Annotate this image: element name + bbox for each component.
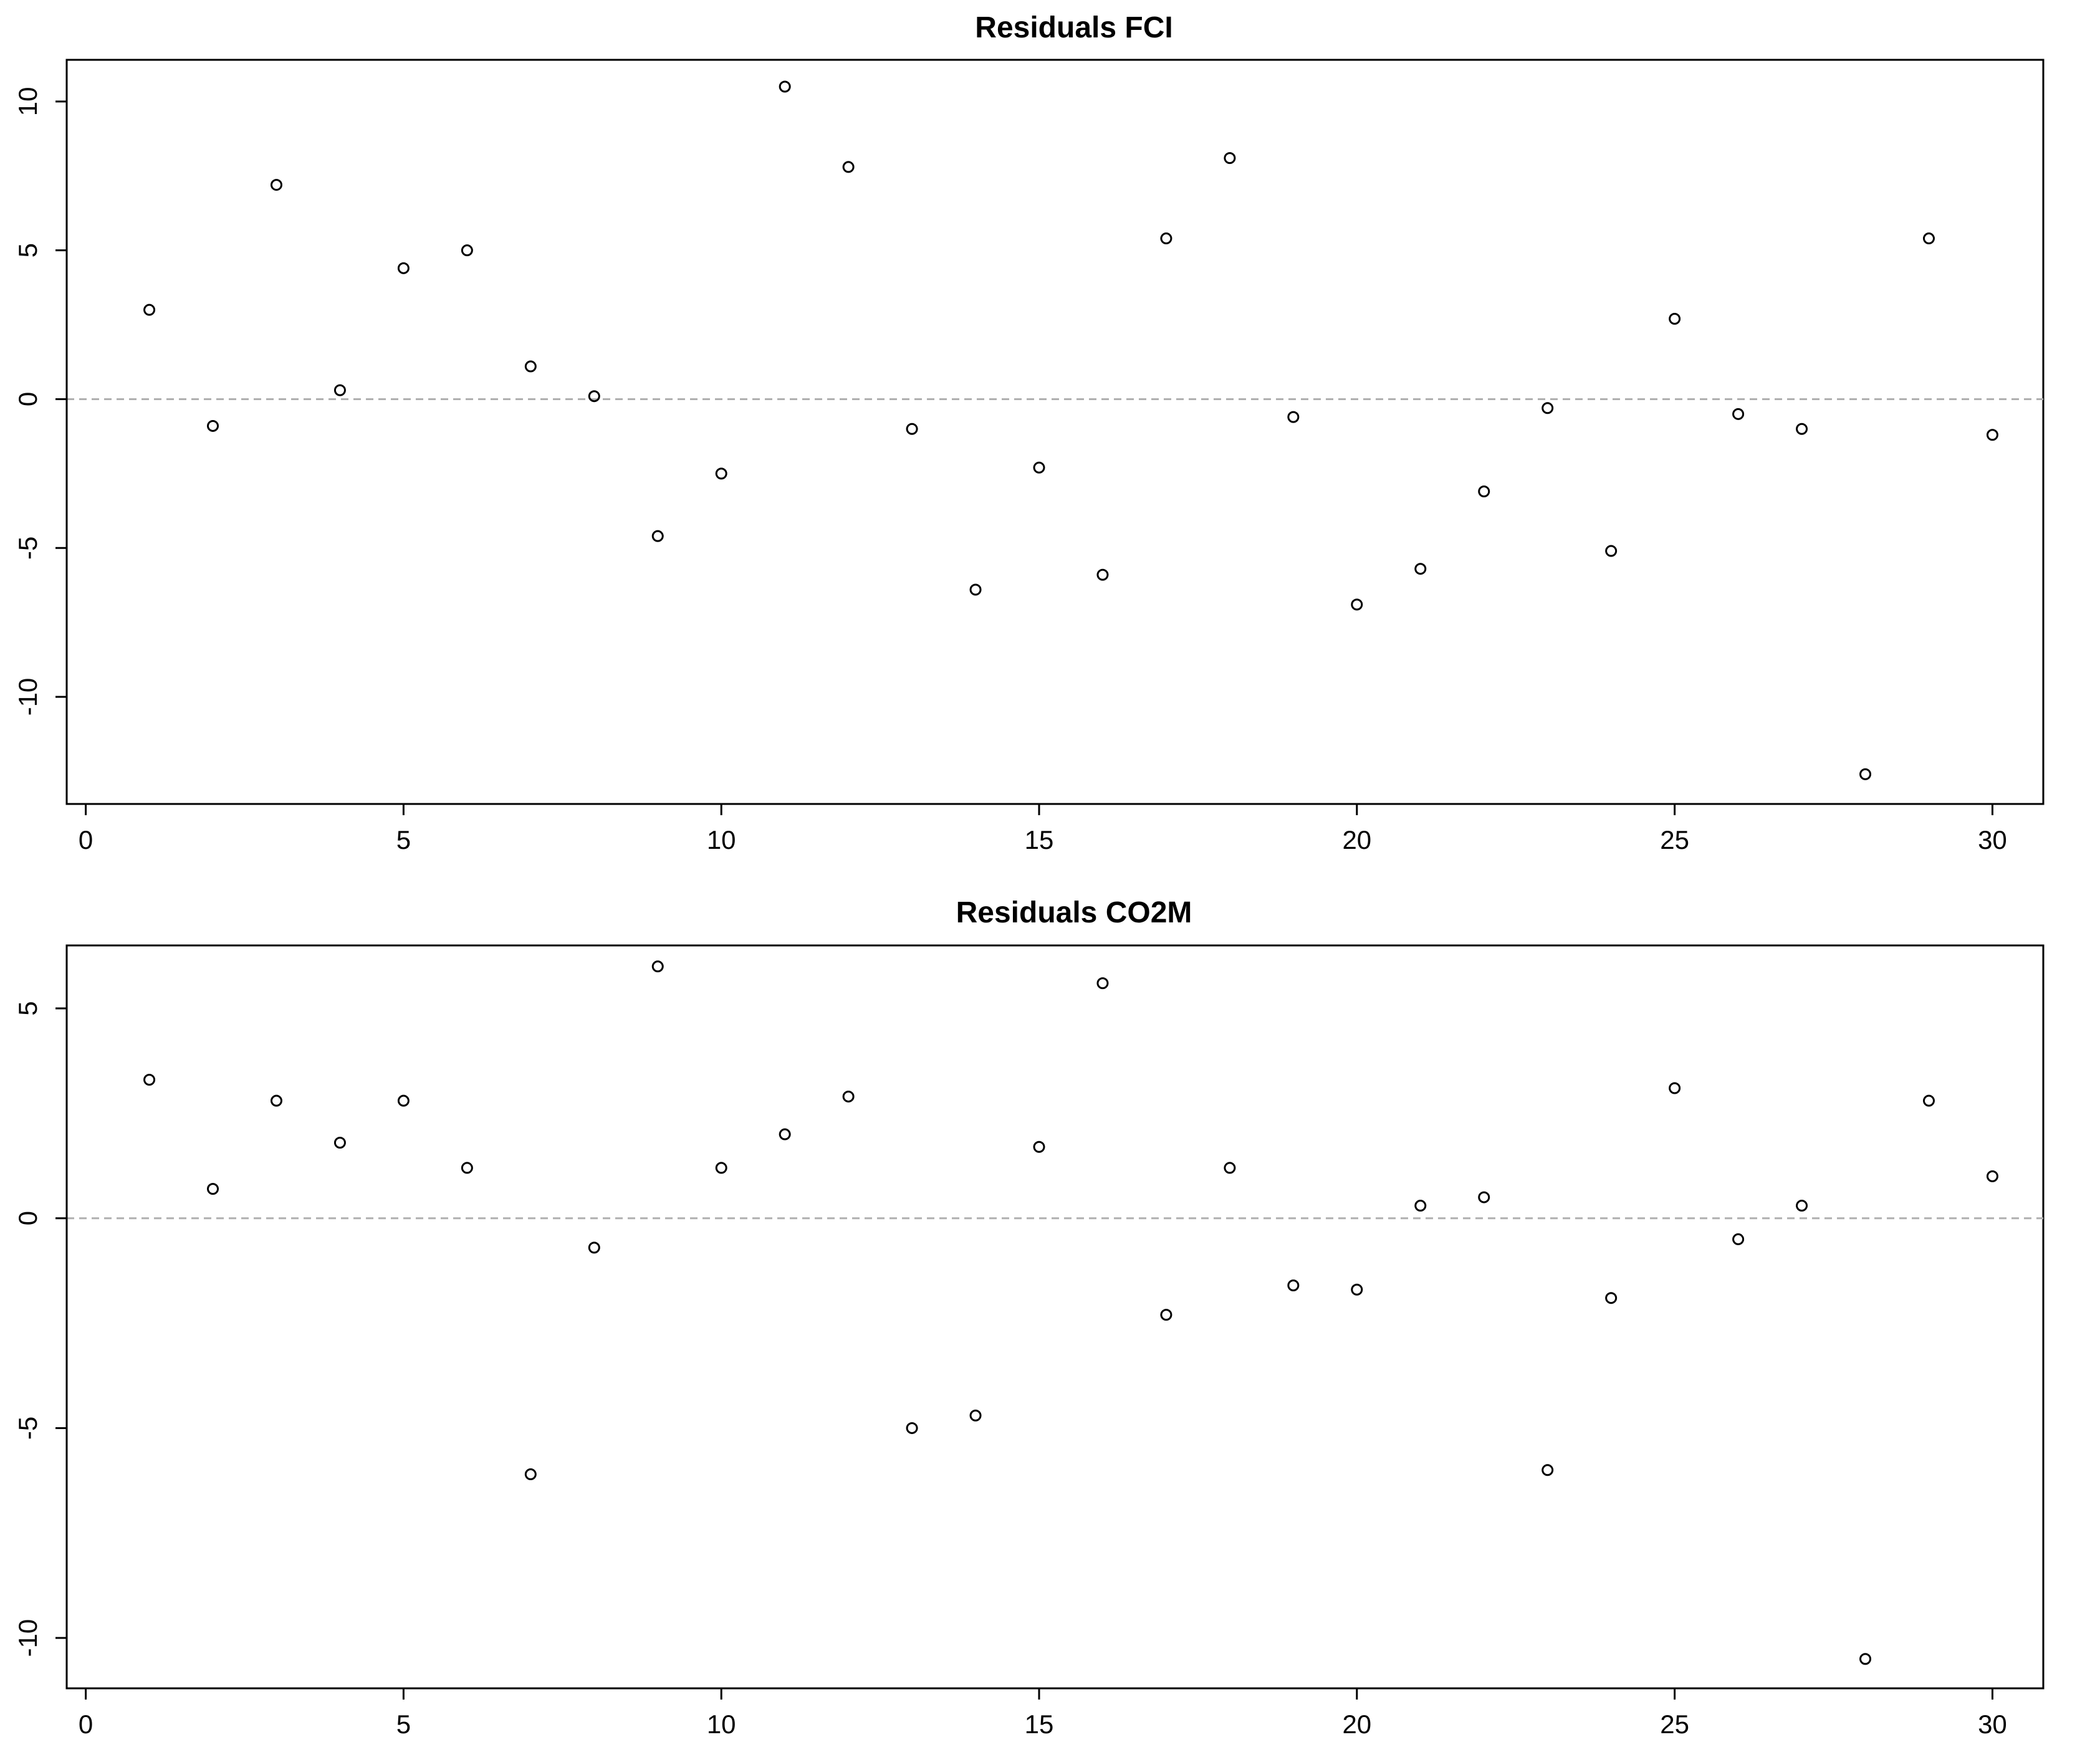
x-axis-ticks: 0 5 10 15 20 25 30 (79, 804, 2007, 854)
data-point (397, 1094, 410, 1107)
y-tick-label: 5 (13, 1001, 42, 1015)
data-point (1922, 1094, 1935, 1107)
x-tick-label: 30 (1978, 825, 2007, 854)
x-tick-label: 5 (396, 825, 411, 854)
y-axis-ticks: 5 0 -5 -10 (13, 1001, 67, 1657)
data-point (1033, 1141, 1045, 1153)
x-tick-label: 15 (1025, 825, 1054, 854)
data-point (524, 1468, 537, 1481)
y-tick-label: -10 (13, 678, 42, 716)
plot-area (65, 59, 2045, 805)
x-tick-label: 30 (1978, 1710, 2007, 1739)
x-tick-label: 5 (396, 1710, 411, 1739)
x-tick-label: 15 (1025, 1710, 1054, 1739)
x-tick-label: 20 (1342, 1710, 1371, 1739)
data-point (651, 530, 664, 542)
data-point (1287, 411, 1300, 423)
x-tick-label: 25 (1660, 1710, 1689, 1739)
data-point (207, 1183, 219, 1195)
data-point (524, 360, 537, 373)
x-tick-label: 0 (79, 825, 93, 854)
data-point (1796, 423, 1808, 435)
data-point (906, 423, 918, 435)
data-point (143, 304, 156, 316)
data-point (333, 384, 346, 396)
data-point (651, 960, 664, 973)
data-point (1859, 1653, 1872, 1665)
x-tick-label: 25 (1660, 825, 1689, 854)
data-point (1160, 1309, 1172, 1321)
data-point (1859, 768, 1872, 780)
data-point (779, 80, 791, 93)
data-point (842, 1090, 855, 1102)
data-point (1414, 1200, 1427, 1212)
data-point (906, 1422, 918, 1434)
data-point (1732, 1233, 1745, 1245)
data-point (842, 161, 855, 173)
data-point (1669, 1082, 1681, 1094)
data-point (1732, 408, 1745, 420)
data-point (588, 1241, 600, 1254)
x-tick-label: 0 (79, 1710, 93, 1739)
chart-title: Residuals CO2M (956, 896, 1192, 929)
data-point (779, 1128, 791, 1141)
plot-area (65, 944, 2045, 1690)
y-tick-label: -10 (13, 1619, 42, 1657)
data-point (461, 1162, 473, 1174)
data-point (207, 419, 219, 432)
data-point (1478, 485, 1490, 498)
y-tick-label: 10 (13, 87, 42, 117)
data-point (1922, 232, 1935, 245)
data-point (1033, 461, 1045, 474)
data-point (1414, 563, 1427, 575)
data-point (1541, 402, 1554, 414)
y-tick-label: -5 (13, 1417, 42, 1440)
x-tick-label: 20 (1342, 825, 1371, 854)
data-point (1224, 152, 1236, 165)
panel-residuals-fci: Residuals FCI 0 5 10 15 20 25 30 10 5 0 -5 -10 (13, 11, 2045, 854)
data-point (270, 1094, 282, 1107)
data-point (143, 1074, 156, 1086)
data-point (1096, 977, 1109, 990)
y-axis-ticks: 10 5 0 -5 -10 (13, 87, 67, 716)
data-point (270, 179, 282, 191)
panel-residuals-co2m: Residuals CO2M 0 5 10 15 20 25 30 5 0 -5 -10 (13, 896, 2045, 1739)
data-point (333, 1137, 346, 1149)
y-tick-label: 0 (13, 392, 42, 406)
data-point (397, 262, 410, 274)
data-point (588, 390, 600, 403)
data-point (1160, 232, 1172, 245)
data-point (1096, 568, 1109, 581)
chart-title: Residuals FCI (975, 11, 1172, 44)
data-point (1224, 1162, 1236, 1174)
data-point (715, 1162, 727, 1174)
data-point (1478, 1191, 1490, 1203)
data-point (969, 583, 982, 596)
data-point (1796, 1200, 1808, 1212)
data-point (1986, 1170, 1998, 1182)
y-tick-label: -5 (13, 537, 42, 560)
x-tick-label: 10 (707, 1710, 736, 1739)
x-tick-label: 10 (707, 825, 736, 854)
data-point (461, 244, 473, 257)
data-point (1605, 1292, 1618, 1304)
data-point (1351, 1283, 1363, 1296)
data-points (143, 960, 1998, 1665)
y-tick-label: 5 (13, 243, 42, 257)
data-point (1287, 1279, 1300, 1291)
data-points (143, 80, 1998, 780)
y-tick-label: 0 (13, 1211, 42, 1225)
data-point (1986, 429, 1998, 441)
data-point (715, 467, 727, 480)
data-point (1541, 1464, 1554, 1476)
data-point (1351, 598, 1363, 611)
x-axis-ticks: 0 5 10 15 20 25 30 (79, 1688, 2007, 1739)
data-point (1605, 545, 1618, 557)
data-point (969, 1409, 982, 1422)
data-point (1669, 313, 1681, 325)
